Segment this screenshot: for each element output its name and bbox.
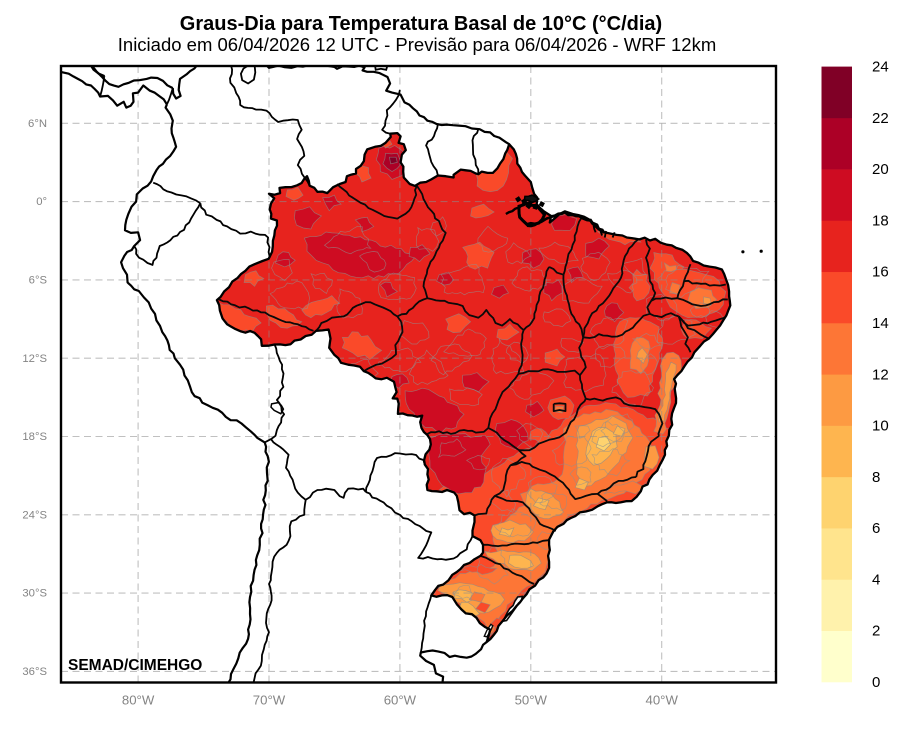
svg-text:16: 16 — [872, 264, 889, 281]
svg-text:Graus-Dia para Temperatura Bas: Graus-Dia para Temperatura Basal de 10°C… — [180, 13, 662, 35]
svg-text:18: 18 — [872, 213, 889, 230]
svg-text:10: 10 — [872, 418, 889, 435]
svg-text:70°W: 70°W — [253, 693, 286, 708]
svg-text:6°S: 6°S — [29, 275, 48, 287]
svg-text:22: 22 — [872, 110, 889, 127]
svg-text:0°: 0° — [36, 196, 47, 208]
svg-text:12: 12 — [872, 366, 889, 383]
svg-text:2: 2 — [872, 623, 880, 640]
svg-text:SEMAD/CIMEHGO: SEMAD/CIMEHGO — [68, 657, 202, 674]
svg-text:20: 20 — [872, 161, 889, 178]
svg-text:18°S: 18°S — [22, 431, 47, 443]
svg-text:36°S: 36°S — [22, 666, 47, 678]
svg-text:60°W: 60°W — [384, 693, 417, 708]
svg-text:80°W: 80°W — [122, 693, 155, 708]
svg-text:24°S: 24°S — [22, 509, 47, 521]
svg-text:8: 8 — [872, 469, 880, 486]
svg-text:40°W: 40°W — [646, 693, 679, 708]
svg-text:4: 4 — [872, 571, 880, 588]
svg-text:24: 24 — [872, 59, 889, 76]
svg-text:14: 14 — [872, 315, 889, 332]
svg-text:0: 0 — [872, 674, 880, 691]
svg-text:12°S: 12°S — [22, 353, 47, 365]
svg-text:Iniciado em 06/04/2026 12 UTC: Iniciado em 06/04/2026 12 UTC - Previsão… — [118, 34, 716, 55]
svg-text:30°S: 30°S — [22, 588, 47, 600]
svg-text:50°W: 50°W — [515, 693, 548, 708]
svg-text:6°N: 6°N — [28, 118, 47, 130]
svg-text:6: 6 — [872, 520, 880, 537]
